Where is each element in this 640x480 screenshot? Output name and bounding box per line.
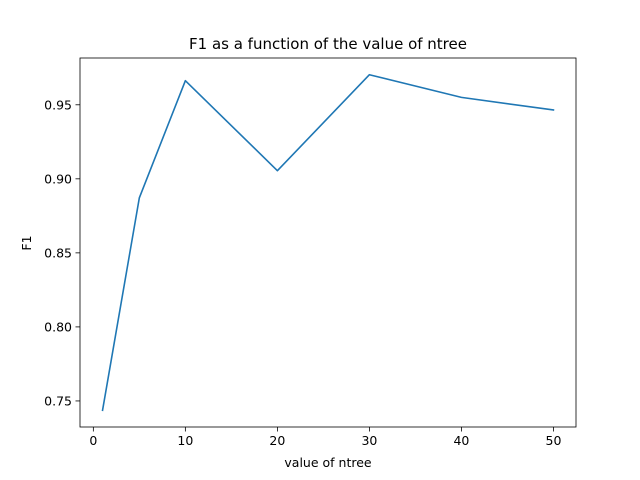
y-tick-label: 0.80 <box>44 319 72 334</box>
y-ticks: 0.75 0.80 0.85 0.90 0.95 <box>44 97 80 408</box>
x-tick-label: 0 <box>89 433 97 448</box>
y-tick-label: 0.90 <box>44 171 72 186</box>
x-tick-label: 20 <box>269 433 285 448</box>
series-line-0 <box>101 73 555 412</box>
y-tick-label: 0.85 <box>44 245 72 260</box>
x-tick-label: 10 <box>177 433 193 448</box>
x-tick-label: 50 <box>546 433 562 448</box>
y-axis-label: F1 <box>19 235 34 250</box>
x-tick-label: 40 <box>453 433 469 448</box>
x-ticks: 0 10 20 30 40 50 <box>89 427 561 448</box>
y-tick-label: 0.75 <box>44 393 72 408</box>
x-tick-label: 30 <box>361 433 377 448</box>
chart-title: F1 as a function of the value of ntree <box>189 35 467 53</box>
y-tick-label: 0.95 <box>44 97 72 112</box>
x-axis-label: value of ntree <box>284 455 372 470</box>
series-layer <box>101 73 555 412</box>
plot-frame <box>79 57 577 428</box>
